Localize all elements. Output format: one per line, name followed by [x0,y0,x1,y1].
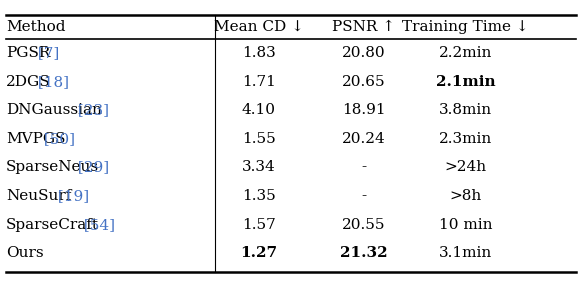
Text: 20.65: 20.65 [342,75,385,89]
Text: 3.8min: 3.8min [439,103,492,117]
Text: [29]: [29] [73,161,109,174]
Text: 2.2min: 2.2min [439,46,492,60]
Text: Training Time ↓: Training Time ↓ [402,20,529,34]
Text: Method: Method [6,20,65,34]
Text: Ours: Ours [6,246,44,260]
Text: 10 min: 10 min [439,218,492,232]
Text: 21.32: 21.32 [340,246,388,260]
Text: >8h: >8h [449,189,482,203]
Text: 1.57: 1.57 [242,218,276,232]
Text: 3.1min: 3.1min [439,246,492,260]
Text: 20.24: 20.24 [342,132,386,146]
Text: 4.10: 4.10 [242,103,276,117]
Text: NeuSurf: NeuSurf [6,189,71,203]
Text: SparseNeus: SparseNeus [6,161,99,174]
Text: MVPGS: MVPGS [6,132,65,146]
Text: 20.80: 20.80 [342,46,385,60]
Text: 1.71: 1.71 [242,75,276,89]
Text: 2.3min: 2.3min [439,132,492,146]
Text: 1.27: 1.27 [240,246,278,260]
Text: >24h: >24h [445,161,487,174]
Text: [18]: [18] [33,75,69,89]
Text: DNGaussian: DNGaussian [6,103,102,117]
Text: [23]: [23] [73,103,109,117]
Text: PGSR: PGSR [6,46,50,60]
Text: Mean CD ↓: Mean CD ↓ [214,20,304,34]
Text: SparseCraft: SparseCraft [6,218,99,232]
Text: 18.91: 18.91 [342,103,385,117]
Text: [54]: [54] [79,218,115,232]
Text: 20.55: 20.55 [342,218,385,232]
Text: [50]: [50] [39,132,75,146]
Text: -: - [361,189,366,203]
Text: 1.55: 1.55 [242,132,276,146]
Text: -: - [361,161,366,174]
Text: [19]: [19] [52,189,89,203]
Text: 1.35: 1.35 [242,189,276,203]
Text: PSNR ↑: PSNR ↑ [332,20,395,34]
Text: 2.1min: 2.1min [436,75,495,89]
Text: 1.83: 1.83 [242,46,276,60]
Text: [7]: [7] [33,46,59,60]
Text: 2DGS: 2DGS [6,75,51,89]
Text: 3.34: 3.34 [242,161,276,174]
